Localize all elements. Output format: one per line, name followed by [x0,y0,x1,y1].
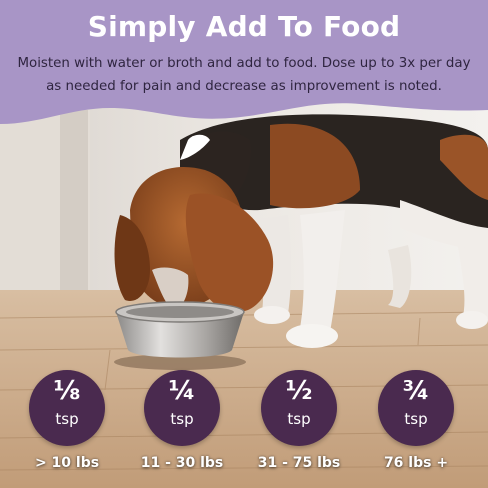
dosage-unit: tsp [55,410,79,428]
usage-instructions: Moisten with water or broth and add to f… [17,56,471,94]
dosage-amount: ¼ [168,376,196,406]
page-title: Simply Add To Food [87,10,401,43]
dosage-large-dogs: ½ tsp 31 - 75 lbs [244,370,354,478]
dosage-badge: ½ tsp [261,370,337,446]
dosage-unit: tsp [287,410,311,428]
dosage-amount: ⅛ [53,376,81,406]
dosage-medium-dogs: ¼ tsp 11 - 30 lbs [127,370,237,478]
dosage-unit: tsp [170,410,194,428]
dosage-small-dogs: ⅛ tsp > 10 lbs [12,370,122,478]
dosage-weight-range: 76 lbs + [383,455,449,471]
dosage-badge: ¼ tsp [144,370,220,446]
dosage-xlarge-dogs: ¾ tsp 76 lbs + [361,370,471,478]
food-bowl [114,301,246,370]
banner-wave-background [0,0,488,124]
dosage-badge: ⅛ tsp [29,370,105,446]
dosage-badge: ¾ tsp [378,370,454,446]
dosage-unit: tsp [404,410,428,428]
dosage-amount: ¾ [402,376,430,406]
dosage-weight-range: 11 - 30 lbs [140,455,224,471]
dosage-amount: ½ [285,376,313,406]
instruction-banner: Simply Add To Food Moisten with water or… [0,0,488,128]
beagle [114,114,488,348]
dosage-weight-range: 31 - 75 lbs [257,455,341,471]
door-frame-edge [60,110,88,305]
dosage-weight-range: > 10 lbs [34,455,100,471]
